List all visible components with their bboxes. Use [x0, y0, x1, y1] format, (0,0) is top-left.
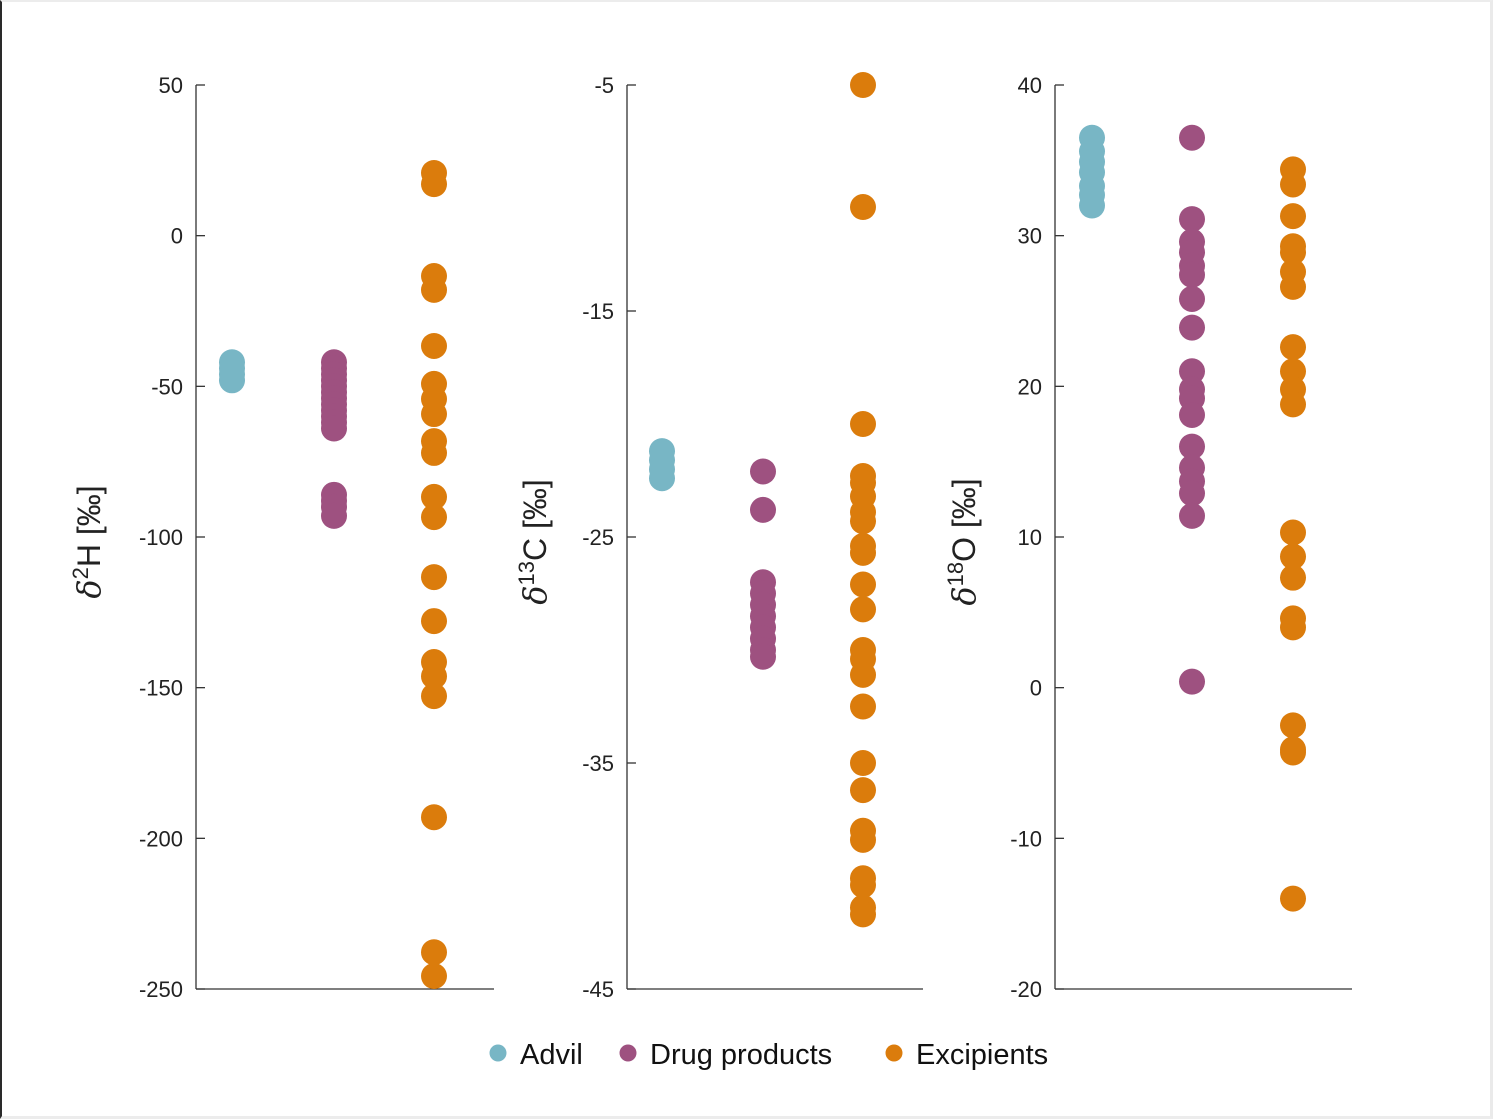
data-point-excipients	[421, 401, 447, 428]
data-point-excipients	[1280, 203, 1306, 230]
legend-label-advil: Advil	[520, 1039, 583, 1071]
data-point-drug-products	[1179, 285, 1205, 312]
data-point-drug-products	[1179, 124, 1205, 151]
data-point-excipients	[850, 411, 876, 437]
y-tick-label: -150	[139, 676, 183, 701]
data-point-excipients	[1280, 543, 1306, 570]
y-tick-label: 20	[1018, 374, 1042, 399]
data-point-excipients	[850, 596, 876, 623]
data-point-excipients	[850, 826, 876, 853]
panel-d13C: -5 -15 -25 -35 -45 δ13C [‰]	[514, 72, 923, 1002]
data-point-drug-products	[750, 496, 776, 523]
legend-label-drug-products: Drug products	[650, 1039, 832, 1071]
data-point-excipients	[421, 564, 447, 591]
y-tick-label: 50	[159, 73, 183, 98]
panel-d18O: 40 30 20 10 0 -10 -20 δ18O [‰]	[943, 73, 1352, 1002]
data-point-excipients	[421, 663, 447, 690]
y-tick-label: 30	[1018, 224, 1042, 249]
data-point-drug-products	[750, 458, 776, 485]
legend-marker-drug-products	[619, 1044, 637, 1062]
data-point-excipients	[421, 683, 447, 710]
y-tick-label: -15	[582, 299, 614, 324]
data-point-excipients	[421, 963, 447, 990]
data-point-excipients	[1280, 614, 1306, 641]
y-tick-label: 40	[1018, 73, 1042, 98]
data-point-advil	[1079, 192, 1105, 219]
data-point-drug-products	[1179, 668, 1205, 695]
data-point-excipients	[421, 171, 447, 198]
data-point-drug-products	[1179, 314, 1205, 341]
data-point-drug-products	[1179, 206, 1205, 233]
data-point-excipients	[850, 539, 876, 566]
legend: Advil Drug products Excipients	[489, 1039, 1048, 1071]
data-point-excipients	[1280, 273, 1306, 300]
data-point-excipients	[421, 939, 447, 966]
data-point-excipients	[850, 872, 876, 899]
data-point-excipients	[1280, 171, 1306, 198]
panel-d2H: 50 0 -50 -100 -150 -200 -250 δ2H [‰]	[68, 73, 494, 1002]
data-point-excipients	[850, 750, 876, 776]
data-point-excipients	[1280, 885, 1306, 912]
data-point-excipients	[850, 194, 876, 221]
data-point-excipients	[1280, 391, 1306, 418]
y-tick-label: -250	[139, 977, 183, 1002]
legend-label-excipients: Excipients	[916, 1039, 1048, 1071]
y-axis-label: δ18O [‰]	[943, 478, 983, 605]
data-point-excipients	[850, 571, 876, 598]
y-tick-label: -10	[1010, 826, 1042, 851]
y-tick-label: -45	[582, 977, 614, 1002]
data-point-drug-products	[1179, 401, 1205, 428]
y-tick-label: -100	[139, 525, 183, 550]
data-point-drug-products	[321, 415, 347, 442]
data-point-excipients	[421, 483, 447, 510]
y-tick-label: 10	[1018, 525, 1042, 550]
data-point-excipients	[850, 72, 876, 98]
data-point-excipients	[1280, 564, 1306, 591]
data-point-advil	[219, 367, 245, 394]
data-point-excipients	[1280, 712, 1306, 739]
y-tick-label: -200	[139, 826, 183, 851]
data-point-excipients	[1280, 334, 1306, 361]
y-axis-label: δ2H [‰]	[68, 485, 108, 598]
data-point-excipients	[850, 508, 876, 535]
data-point-drug-products	[1179, 358, 1205, 385]
data-point-excipients	[1280, 358, 1306, 385]
data-point-excipients	[850, 777, 876, 804]
y-tick-label: -50	[151, 374, 183, 399]
y-tick-label: 0	[171, 224, 183, 249]
data-point-excipients	[421, 276, 447, 303]
data-point-drug-products	[1179, 502, 1205, 529]
data-point-excipients	[421, 504, 447, 531]
data-point-excipients	[421, 439, 447, 466]
legend-marker-advil	[489, 1044, 507, 1062]
data-point-excipients	[1280, 519, 1306, 546]
data-point-excipients	[421, 608, 447, 635]
y-tick-label: -25	[582, 525, 614, 550]
data-point-excipients	[1280, 239, 1306, 266]
data-point-excipients	[850, 693, 876, 720]
legend-marker-excipients	[885, 1044, 903, 1062]
y-tick-label: 0	[1030, 676, 1042, 701]
data-point-excipients	[1280, 739, 1306, 766]
y-tick-label: -5	[594, 73, 614, 98]
data-point-drug-products	[1179, 261, 1205, 288]
data-point-drug-products	[750, 643, 776, 670]
data-point-drug-products	[1179, 480, 1205, 507]
y-tick-label: -20	[1010, 977, 1042, 1002]
data-point-drug-products	[321, 502, 347, 529]
data-point-advil	[649, 465, 675, 492]
data-point-excipients	[421, 332, 447, 359]
data-point-excipients	[421, 804, 447, 831]
data-point-excipients	[850, 901, 876, 928]
data-point-drug-products	[1179, 433, 1205, 460]
data-point-excipients	[850, 661, 876, 688]
y-axis-label: δ13C [‰]	[514, 479, 554, 605]
y-tick-label: -35	[582, 751, 614, 776]
